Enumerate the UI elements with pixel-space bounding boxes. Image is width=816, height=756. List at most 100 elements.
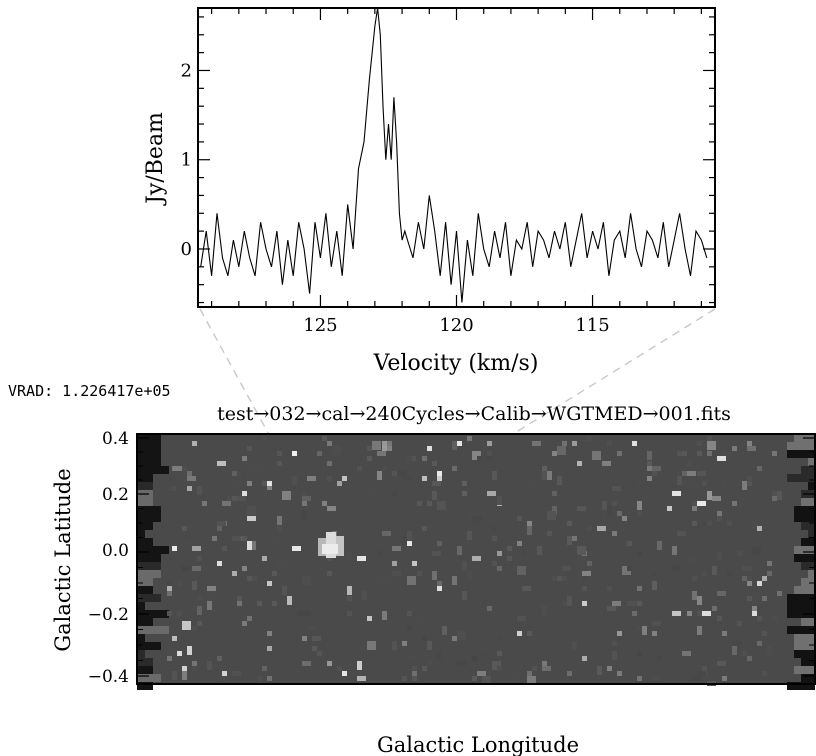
- map-pixel: [177, 651, 182, 656]
- edge-cell: [137, 442, 161, 450]
- map-pixel: [237, 601, 242, 606]
- edge-cell: [794, 666, 815, 674]
- map-pixel: [587, 436, 592, 441]
- map-pixel: [477, 456, 482, 461]
- map-pixel: [422, 636, 427, 641]
- map-pixel: [762, 631, 767, 636]
- map-pixel: [762, 596, 767, 601]
- map-pixel: [477, 671, 486, 676]
- map-pixel: [752, 546, 761, 555]
- map-pixel: [517, 631, 522, 636]
- map-pixel: [672, 621, 677, 626]
- zoom-connector-left: [199, 308, 328, 541]
- map-pixel: [732, 646, 737, 655]
- map-pixel: [757, 466, 762, 471]
- map-pixel: [602, 461, 611, 466]
- map-pixel: [442, 556, 451, 561]
- map-pixel: [207, 661, 212, 670]
- map-pixel: [657, 541, 662, 550]
- map-title: test→032→cal→240Cycles→Calib→WGTMED→001.…: [217, 403, 731, 425]
- map-pixel: [417, 501, 422, 506]
- map-pixel: [337, 666, 342, 671]
- map-pixel: [577, 556, 586, 561]
- map-pixel: [722, 631, 727, 636]
- edge-cell: [137, 634, 145, 642]
- map-pixel: [262, 556, 267, 561]
- map-pixel: [337, 481, 342, 486]
- map-pixel: [732, 641, 741, 650]
- map-pixel: [637, 676, 642, 681]
- map-pixel: [577, 506, 586, 511]
- map-pixel: [272, 536, 277, 541]
- map-pixel: [207, 586, 216, 591]
- map-pixel: [457, 441, 462, 446]
- map-pixel: [747, 656, 752, 661]
- edge-cell: [801, 658, 815, 666]
- map-pixel: [192, 581, 197, 590]
- map-pixel: [367, 491, 372, 496]
- map-pixel: [482, 676, 491, 685]
- spectrum-y-tick-label: 2: [181, 60, 192, 81]
- map-pixel: [167, 586, 172, 591]
- map-pixel: [517, 541, 522, 546]
- map-y-axis-label: Galactic Latitude: [51, 468, 75, 651]
- map-pixel: [227, 496, 232, 501]
- map-pixel: [612, 531, 617, 536]
- map-pixel: [192, 661, 197, 666]
- map-pixel: [427, 446, 432, 451]
- map-pixel: [412, 676, 417, 681]
- map-pixel: [427, 641, 432, 650]
- edge-cell: [801, 466, 815, 474]
- edge-cell: [801, 538, 815, 546]
- map-pixel: [742, 651, 747, 656]
- edge-cell: [137, 642, 161, 650]
- map-pixel: [652, 621, 661, 626]
- map-pixel: [167, 651, 172, 656]
- map-pixel: [217, 561, 222, 566]
- map-pixel: [767, 561, 772, 566]
- map-pixel: [362, 591, 367, 600]
- map-pixel: [637, 511, 642, 516]
- map-pixel: [612, 486, 621, 491]
- map-pixel: [707, 436, 712, 441]
- map-pixel: [417, 571, 422, 576]
- map-pixel: [697, 441, 702, 446]
- map-pixel: [612, 651, 617, 660]
- map-pixel: [697, 626, 702, 635]
- map-pixel: [187, 646, 192, 655]
- edge-cell: [801, 674, 815, 682]
- map-pixel: [422, 526, 427, 531]
- edge-cell: [787, 602, 815, 610]
- map-pixel: [367, 641, 376, 650]
- edge-cell: [137, 450, 161, 458]
- map-pixel: [237, 596, 242, 601]
- map-pixel: [647, 461, 652, 466]
- map-pixel: [737, 551, 742, 556]
- map-pixel: [557, 476, 562, 485]
- edge-cell: [787, 626, 815, 634]
- map-pixel: [392, 546, 401, 551]
- map-pixel: [172, 546, 177, 551]
- map-pixel: [697, 451, 702, 456]
- map-pixel: [697, 671, 706, 676]
- map-pixel: [242, 621, 247, 626]
- map-pixel: [427, 661, 432, 666]
- map-y-tick-label: 0.4: [102, 429, 129, 449]
- map-pixel: [552, 491, 557, 496]
- map-pixel: [292, 476, 297, 485]
- map-pixel: [542, 466, 547, 471]
- map-pixel: [432, 481, 441, 486]
- map-pixel: [487, 541, 492, 550]
- map-pixel: [532, 441, 541, 446]
- map-pixel: [772, 496, 777, 501]
- map-pixel: [602, 501, 607, 510]
- map-pixel: [377, 471, 382, 480]
- spectrum-x-tick-label: 125: [303, 315, 337, 336]
- map-pixel: [652, 466, 661, 471]
- map-pixel: [567, 536, 572, 545]
- map-pixel: [182, 666, 187, 671]
- bright-source: [318, 532, 344, 558]
- map-pixel: [172, 671, 177, 680]
- map-pixel: [412, 561, 417, 566]
- map-pixel: [187, 486, 192, 491]
